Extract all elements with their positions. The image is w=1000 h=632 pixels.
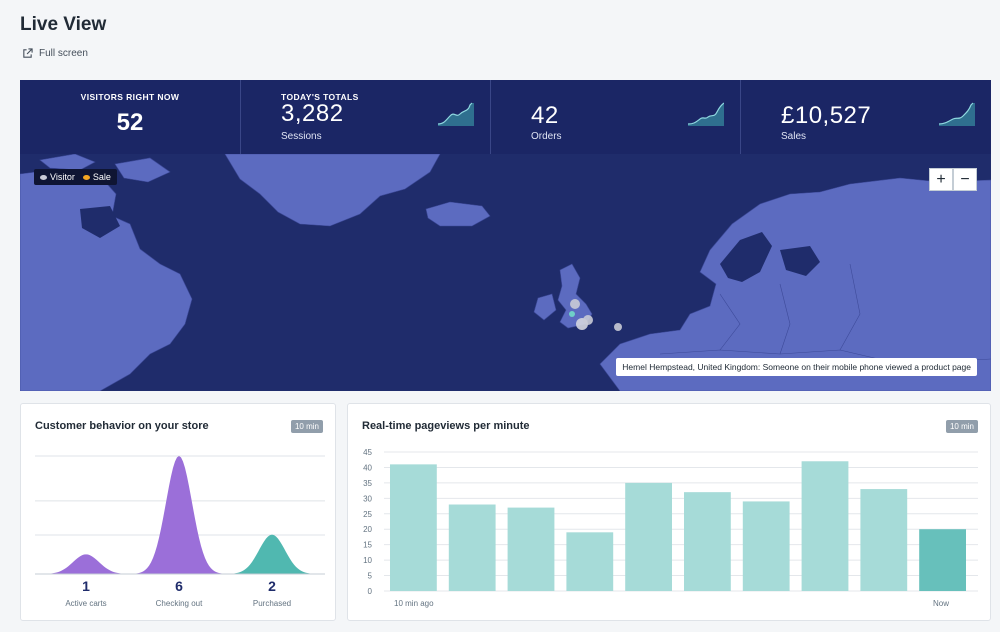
full-screen-label: Full screen bbox=[39, 48, 88, 59]
sales-stat[interactable]: £10,527 Sales bbox=[741, 80, 991, 154]
zoom-in-button[interactable]: + bbox=[929, 168, 953, 191]
checking-out-label: Checking out bbox=[155, 599, 203, 608]
y-tick-label: 10 bbox=[363, 556, 372, 565]
sessions-stat[interactable]: TODAY'S TOTALS 3,282 Sessions bbox=[241, 80, 491, 154]
y-tick-label: 25 bbox=[363, 510, 372, 519]
pageview-bar[interactable] bbox=[390, 464, 437, 591]
sales-value: £10,527 bbox=[781, 102, 872, 129]
eye-icon bbox=[40, 175, 47, 181]
visitor-legend-item: Visitor bbox=[40, 172, 75, 182]
y-tick-label: 20 bbox=[363, 525, 372, 534]
customer-behavior-timeframe-badge: 10 min bbox=[290, 420, 323, 433]
pageviews-timeframe-badge: 10 min bbox=[945, 420, 978, 433]
y-tick-label: 30 bbox=[363, 494, 372, 503]
y-tick-label: 40 bbox=[363, 463, 372, 472]
orders-sparkline-icon bbox=[688, 102, 724, 126]
pageview-bar[interactable] bbox=[919, 529, 966, 591]
pageview-bar[interactable] bbox=[448, 504, 496, 591]
live-view-panel: VISITORS RIGHT NOW 52 TODAY'S TOTALS 3,2… bbox=[20, 80, 991, 391]
visitors-now-stat: VISITORS RIGHT NOW 52 bbox=[20, 80, 241, 154]
full-screen-link[interactable]: Full screen bbox=[22, 48, 88, 59]
customer-behavior-chart bbox=[35, 455, 325, 575]
pageview-bar[interactable] bbox=[860, 489, 908, 591]
visitors-now-value: 52 bbox=[116, 109, 144, 136]
x-axis-end-label: Now bbox=[933, 599, 950, 608]
checking-out-count: 6 bbox=[175, 578, 183, 594]
purchased-label: Purchased bbox=[252, 599, 292, 608]
active-carts-curve bbox=[35, 554, 138, 574]
sale-legend-item: Sale bbox=[82, 172, 111, 182]
sales-label: Sales bbox=[781, 131, 807, 142]
map-legend: Visitor Sale bbox=[34, 169, 117, 185]
pageviews-bar-chart: 0 5 10 15 20 25 30 35 40 45 bbox=[363, 448, 978, 596]
sessions-value: 3,282 bbox=[281, 100, 344, 127]
active-carts-label: Active carts bbox=[65, 599, 107, 608]
y-tick-label: 15 bbox=[363, 541, 372, 550]
sessions-label: Sessions bbox=[281, 131, 322, 142]
pageview-bar[interactable] bbox=[566, 532, 614, 591]
visitor-tooltip: Hemel Hempstead, United Kingdom: Someone… bbox=[616, 358, 977, 376]
visitors-now-label: VISITORS RIGHT NOW bbox=[80, 92, 180, 102]
zoom-controls: + − bbox=[929, 168, 977, 191]
customer-behavior-title: Customer behavior on your store bbox=[35, 420, 209, 432]
sales-sparkline-icon bbox=[939, 102, 975, 126]
zoom-out-button[interactable]: − bbox=[953, 168, 977, 191]
pageview-bar[interactable] bbox=[801, 461, 849, 591]
pageview-bar[interactable] bbox=[742, 501, 790, 591]
active-carts-count: 1 bbox=[82, 578, 90, 594]
sale-eye-icon bbox=[82, 175, 90, 181]
page-title: Live View bbox=[20, 14, 107, 35]
orders-label: Orders bbox=[531, 131, 562, 142]
visitor-map[interactable]: Visitor Sale + − Hemel Hempstead, United… bbox=[20, 154, 991, 391]
orders-stat[interactable]: 42 Orders bbox=[491, 80, 741, 154]
y-tick-label: 0 bbox=[368, 587, 373, 596]
todays-totals-label: TODAY'S TOTALS bbox=[281, 92, 359, 102]
pageview-bar[interactable] bbox=[507, 507, 555, 591]
orders-value: 42 bbox=[531, 102, 559, 129]
x-axis-start-label: 10 min ago bbox=[394, 599, 434, 608]
purchased-count: 2 bbox=[268, 578, 276, 594]
y-tick-label: 35 bbox=[363, 479, 372, 488]
y-tick-label: 45 bbox=[363, 448, 372, 457]
pageviews-title: Real-time pageviews per minute bbox=[362, 420, 530, 432]
y-tick-label: 5 bbox=[368, 572, 373, 581]
purchased-curve bbox=[220, 534, 324, 574]
sale-legend-label: Sale bbox=[92, 172, 111, 182]
pageviews-card: Real-time pageviews per minute 10 min 0 5… bbox=[347, 403, 991, 621]
checking-out-curve bbox=[127, 456, 231, 574]
pageview-bar[interactable] bbox=[625, 482, 672, 591]
stats-bar: VISITORS RIGHT NOW 52 TODAY'S TOTALS 3,2… bbox=[20, 80, 991, 154]
visitor-legend-label: Visitor bbox=[50, 172, 75, 182]
pageview-bar[interactable] bbox=[684, 492, 731, 591]
map-canvas bbox=[20, 154, 991, 391]
external-link-icon bbox=[23, 48, 33, 58]
customer-behavior-card: Customer behavior on your store 10 min 1… bbox=[20, 403, 336, 621]
sessions-sparkline-icon bbox=[438, 102, 474, 126]
